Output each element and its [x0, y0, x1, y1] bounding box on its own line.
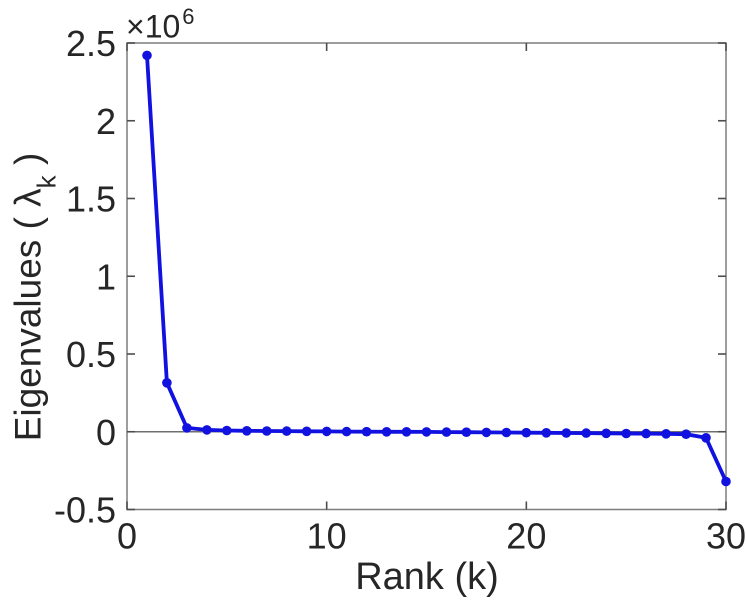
data-point	[441, 427, 452, 437]
data-point	[681, 429, 691, 440]
data-point	[341, 426, 352, 437]
data-point	[202, 425, 212, 435]
multiplier-base: ×10	[126, 8, 181, 45]
data-point	[361, 426, 372, 437]
y-tick-label: 2	[96, 101, 116, 142]
data-point	[721, 476, 731, 487]
y-tick-label: 1	[96, 256, 116, 297]
y-axis-multiplier: ×106	[126, 4, 195, 46]
data-point	[521, 427, 532, 438]
data-point	[401, 427, 412, 437]
data-point	[301, 426, 312, 437]
x-tick-label: 10	[307, 516, 347, 557]
data-point	[281, 426, 292, 436]
data-point	[242, 426, 252, 436]
y-axis-label-text: Eigenvalues ( λ	[7, 188, 49, 442]
data-point	[661, 429, 671, 439]
multiplier-exponent: 6	[182, 4, 195, 29]
data-point	[321, 426, 332, 437]
data-point	[421, 427, 432, 437]
y-tick-label: 0.5	[66, 334, 116, 375]
data-point	[222, 425, 232, 436]
x-tick-label: 0	[117, 516, 137, 557]
y-tick-label: 1.5	[66, 179, 116, 220]
y-tick-label: 0	[96, 412, 116, 453]
data-point	[641, 428, 651, 439]
data-point	[541, 428, 552, 438]
y-axis-label-suffix: )	[7, 152, 49, 176]
data-point	[601, 428, 611, 439]
data-point	[182, 423, 192, 433]
x-tick-label: 30	[706, 516, 746, 557]
data-point	[142, 50, 152, 61]
y-tick-label: 2.5	[66, 23, 116, 64]
data-point	[501, 427, 512, 438]
x-axis-label: Rank (k)	[355, 556, 499, 598]
y-tick-label: -0.5	[54, 490, 116, 531]
data-point	[581, 428, 591, 438]
data-point	[461, 427, 472, 438]
x-tick-label: 20	[506, 516, 546, 557]
data-point	[162, 378, 172, 388]
data-point	[262, 426, 272, 436]
axes-box	[126, 42, 727, 511]
data-point	[621, 428, 631, 439]
y-axis-label-subscript: k	[31, 175, 62, 189]
data-point	[561, 428, 572, 438]
series-line	[145, 53, 728, 484]
data-point	[701, 433, 711, 443]
y-axis-label: Eigenvalues ( λk )	[7, 152, 61, 442]
data-point	[481, 427, 492, 438]
data-point	[381, 427, 392, 437]
